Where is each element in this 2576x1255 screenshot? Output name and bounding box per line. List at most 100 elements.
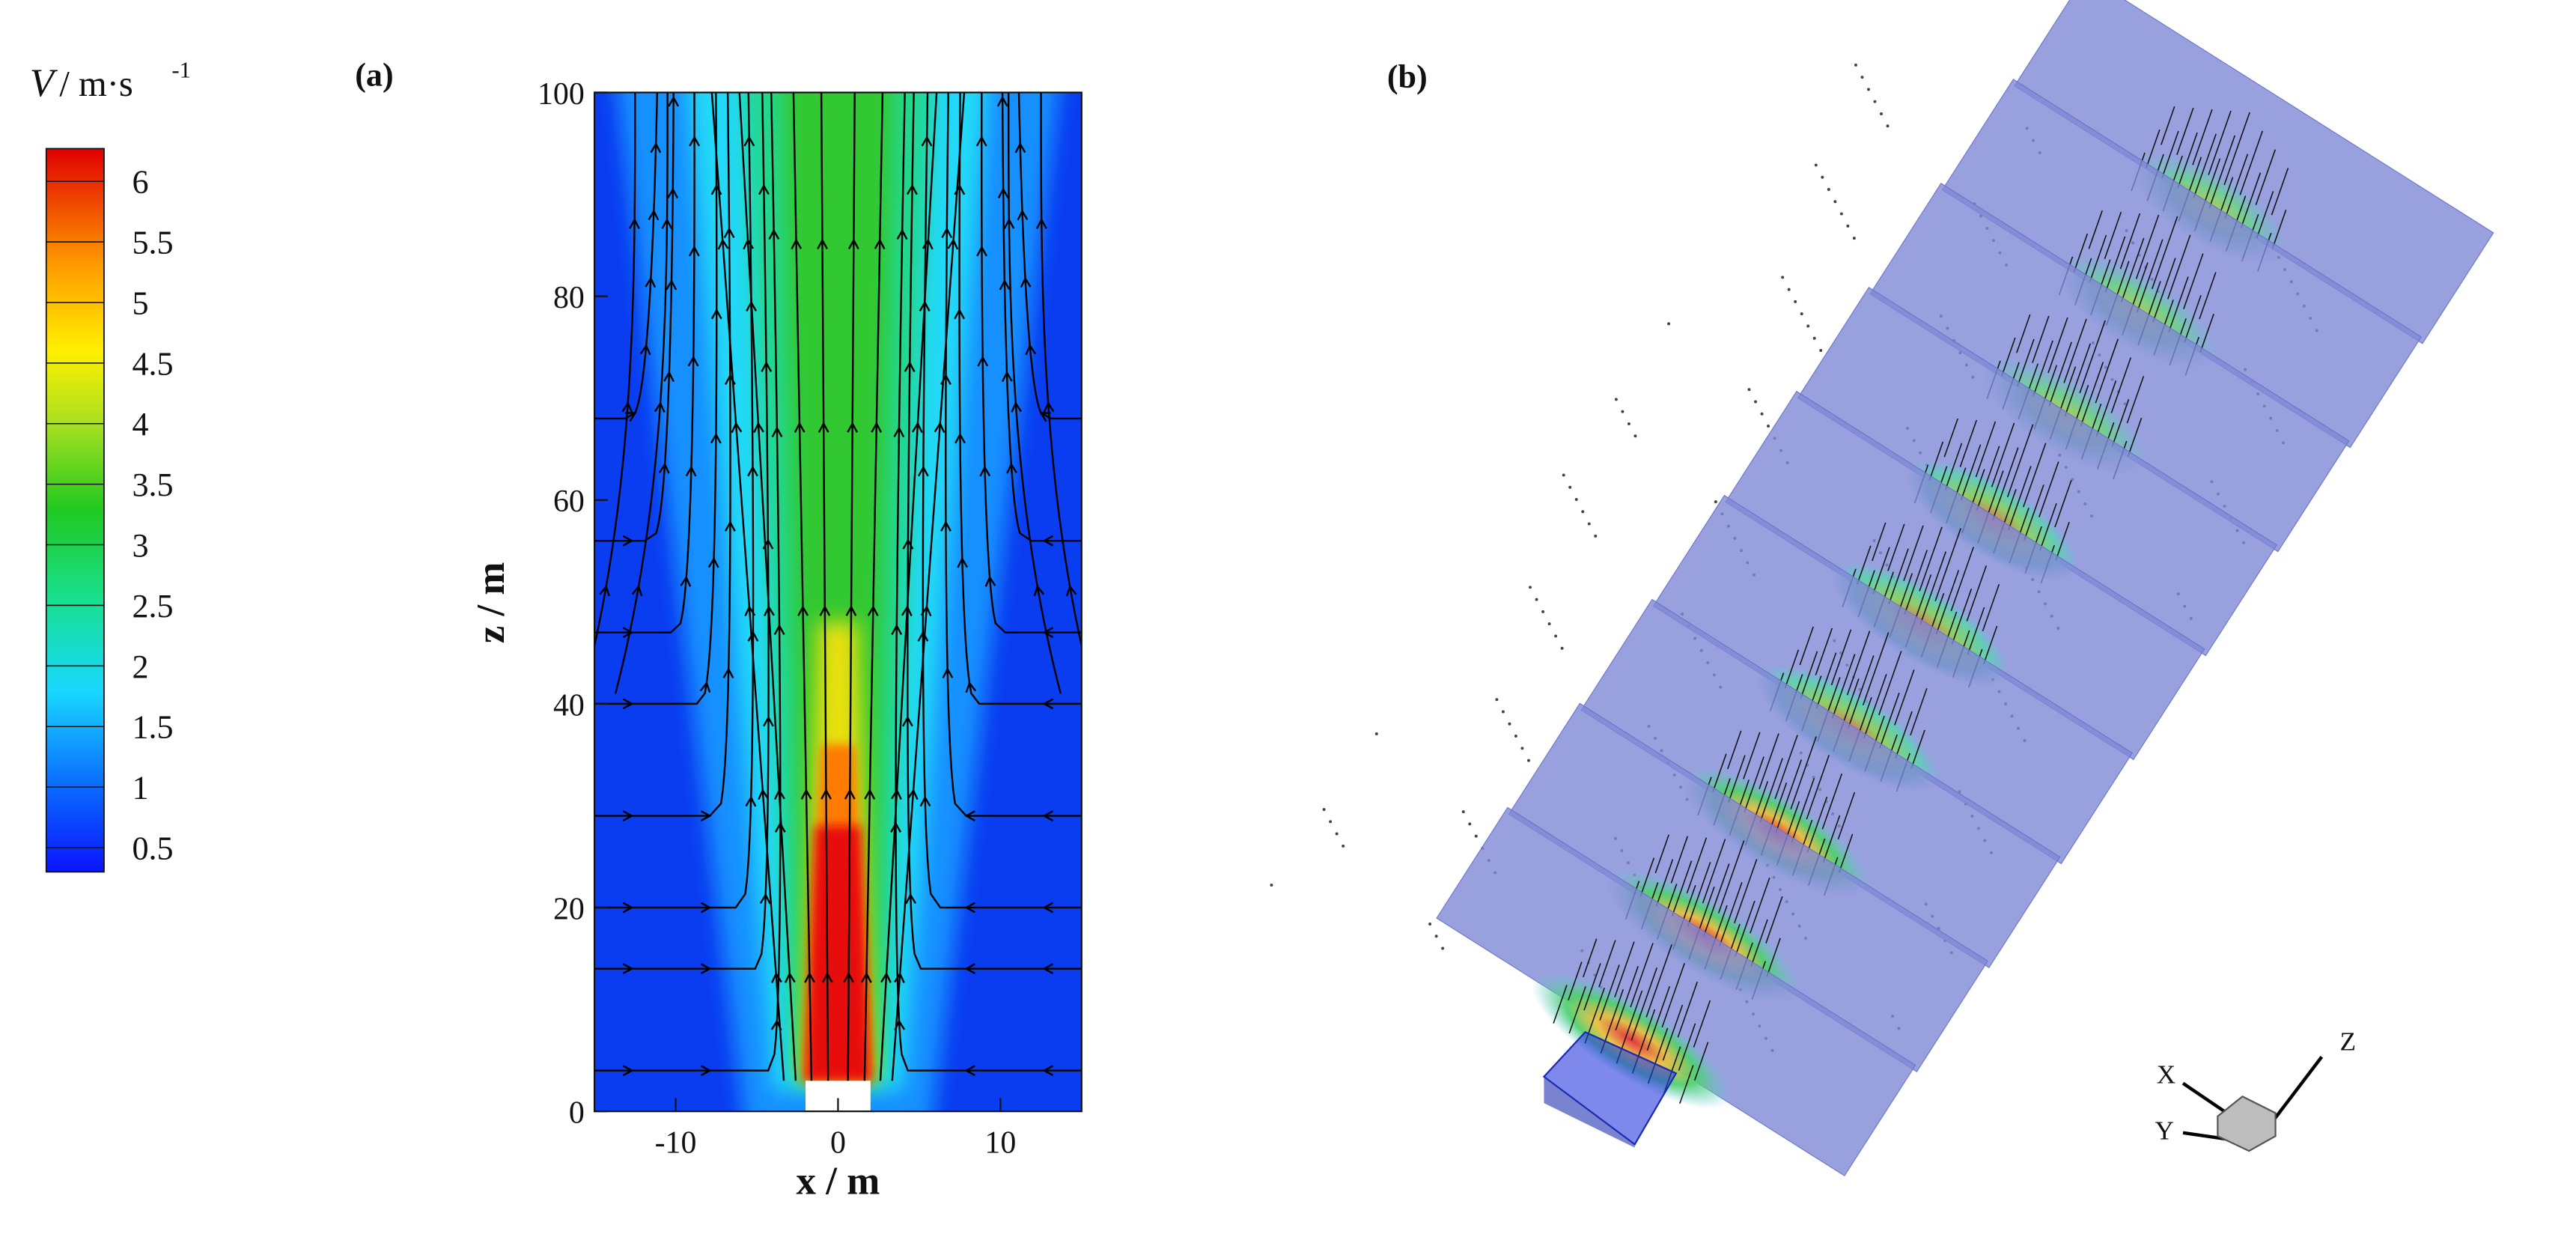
streamline-arrow (1039, 412, 1051, 422)
velocity-arrow (2089, 234, 2107, 282)
velocity-arrow (1750, 919, 1768, 967)
velocity-arrow (2039, 502, 2057, 551)
velocity-arrow (2054, 480, 2072, 528)
velocity-arrow (2176, 107, 2194, 156)
streamline (594, 92, 675, 542)
streamline-arrow (917, 465, 929, 477)
streamline (594, 92, 636, 650)
streamline-arrow (700, 963, 712, 975)
velocity-arrow (2239, 130, 2263, 195)
streamline-arrow (622, 1065, 634, 1077)
velocity-arrow (1655, 859, 1674, 907)
velocity-arrow (2192, 109, 2213, 165)
streamline (891, 92, 966, 1081)
velocity-arrow (1765, 896, 1783, 943)
velocity-arrow (2199, 272, 2217, 320)
velocity-arrow (1686, 837, 1708, 893)
velocity-arrow (2016, 314, 2031, 353)
streamline-arrow (761, 361, 773, 373)
velocity-arrow (2048, 341, 2072, 407)
streamline (820, 92, 829, 1081)
velocity-arrow (1800, 651, 1818, 699)
streamline-arrow (867, 605, 879, 616)
streamline-arrow (940, 520, 951, 532)
streamline-arrow (661, 218, 673, 229)
panel-label: (a) (355, 57, 393, 94)
vector-dot (1747, 388, 1751, 392)
velocity-arrow (1712, 753, 1727, 793)
vector-dot (1614, 398, 1618, 401)
streamline-arrow (658, 462, 670, 474)
velocity-arrow (1848, 655, 1875, 729)
velocity-arrow (2146, 129, 2161, 168)
streamline-arrow (817, 422, 829, 433)
vector-dot (1594, 534, 1598, 538)
streamline-arrow (722, 667, 734, 678)
colorbar-tick-label: 5.5 (132, 224, 173, 261)
streamline (1040, 92, 1082, 650)
streamline-arrow (902, 715, 913, 727)
velocity-arrow (2119, 213, 2141, 270)
velocity-arrow (1703, 863, 1730, 937)
vector-dot (1434, 935, 1438, 938)
streamline-arrow (1042, 810, 1054, 821)
colorbar-title: V (30, 61, 58, 105)
velocity-arrow (1888, 548, 1909, 605)
velocity-arrow (1735, 900, 1756, 957)
streamline (594, 92, 782, 1072)
axis-label: Z (2340, 1027, 2357, 1057)
streamline-arrow (622, 810, 634, 821)
vector-dot (1270, 884, 1273, 887)
velocity-arrow (1679, 1065, 1694, 1104)
y-axis-label: z / m (469, 562, 513, 644)
streamline-arrow (893, 426, 905, 438)
streamline-arrow (747, 630, 759, 642)
streamline-arrow (997, 187, 1009, 199)
streamline-arrow (747, 465, 758, 477)
velocity-arrow (1662, 1004, 1684, 1061)
velocity-arrow (2208, 110, 2232, 175)
streamline-arrow (771, 971, 782, 983)
velocity-arrow (1837, 791, 1856, 840)
velocity-arrow (1959, 419, 1978, 467)
streamline-arrow (871, 422, 883, 433)
vector-dot (1794, 300, 1797, 303)
vector-dot (1760, 412, 1764, 416)
velocity-arrow (2223, 112, 2250, 186)
streamline-arrow (743, 135, 755, 147)
streamline (594, 92, 718, 705)
streamline-arrow (622, 902, 634, 914)
streamline-arrow (921, 135, 933, 147)
velocity-arrow (1671, 860, 1693, 917)
streamline-arrow (819, 605, 831, 616)
velocity-arrow (1992, 447, 2019, 520)
velocity-arrow (1982, 625, 1998, 665)
streamline-arrow (954, 432, 966, 444)
velocity-arrow (2183, 253, 2204, 309)
y-tick-label: 100 (538, 77, 585, 112)
velocity-arrow (1734, 859, 1758, 924)
x-tick-label: -10 (655, 1125, 697, 1160)
velocity-arrow (2208, 135, 2236, 209)
velocity-arrow (1615, 966, 1639, 1031)
streamline-arrow (763, 715, 774, 727)
velocity-arrow (1822, 815, 1841, 863)
streamline-arrow (820, 788, 832, 800)
streamline-arrow (891, 624, 903, 636)
velocity-arrow (1821, 774, 1843, 830)
streamline-arrow (622, 963, 634, 975)
streamline-arrow (965, 681, 977, 693)
panel-b: (b) Z XY (1270, 0, 2494, 1176)
velocity-arrow (1799, 626, 1814, 666)
streamline-arrow (817, 238, 828, 250)
velocity-arrow (1982, 584, 2000, 632)
velocity-arrow (2224, 154, 2249, 219)
streamline-arrow (666, 279, 678, 291)
velocity-arrow (1904, 550, 1928, 615)
streamline-arrow (631, 584, 643, 597)
velocity-arrow (1654, 834, 1669, 874)
vector-dot (1441, 946, 1445, 950)
streamline-arrow (710, 308, 722, 320)
source-box-side (1544, 1076, 1635, 1148)
